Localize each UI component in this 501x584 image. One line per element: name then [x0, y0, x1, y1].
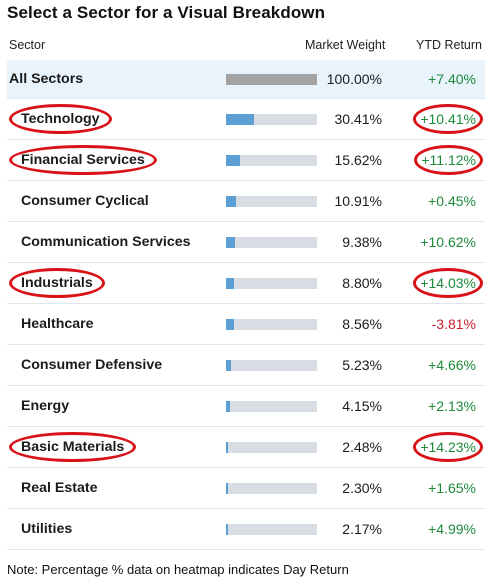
weight-bar-fill — [226, 278, 234, 289]
weight-bar — [226, 524, 317, 535]
weight-bar-fill — [226, 114, 254, 125]
sector-name: Real Estate — [21, 480, 98, 496]
weight-bar-fill — [226, 319, 234, 330]
market-weight-value: 2.30% — [342, 480, 382, 496]
ytd-return-value: +14.03% — [420, 275, 476, 291]
sector-name: Technology — [21, 111, 100, 127]
column-header-sector[interactable]: Sector — [9, 38, 46, 52]
sector-row-all-sectors[interactable]: All Sectors 100.00% +7.40% — [7, 60, 485, 99]
weight-bar-fill — [226, 74, 317, 85]
sector-row-industrials[interactable]: Industrials 8.80% +14.03% — [7, 263, 485, 304]
weight-bar — [226, 278, 317, 289]
ytd-return-value: +10.41% — [420, 111, 476, 127]
market-weight-value: 2.48% — [342, 439, 382, 455]
sector-row-communication-services[interactable]: Communication Services 9.38% +10.62% — [7, 222, 485, 263]
sector-row-healthcare[interactable]: Healthcare 8.56% -3.81% — [7, 304, 485, 345]
sector-row-basic-materials[interactable]: Basic Materials 2.48% +14.23% — [7, 427, 485, 468]
market-weight-value: 4.15% — [342, 398, 382, 414]
market-weight-value: 8.56% — [342, 316, 382, 332]
sector-row-real-estate[interactable]: Real Estate 2.30% +1.65% — [7, 468, 485, 509]
ytd-return-value: +7.40% — [428, 71, 476, 87]
weight-bar — [226, 319, 317, 330]
column-header-market-weight[interactable]: Market Weight — [305, 38, 386, 52]
market-weight-value: 30.41% — [334, 111, 382, 127]
sector-name: Energy — [21, 398, 70, 414]
ytd-return-value: +14.23% — [420, 439, 476, 455]
weight-bar — [226, 442, 317, 453]
sector-row-utilities[interactable]: Utilities 2.17% +4.99% — [7, 509, 485, 550]
weight-bar — [226, 483, 317, 494]
footnote: Note: Percentage % data on heatmap indic… — [7, 562, 349, 577]
market-weight-value: 5.23% — [342, 357, 382, 373]
sector-name: All Sectors — [9, 71, 84, 87]
table-header: Sector Market Weight YTD Return — [0, 38, 501, 58]
sector-name: Consumer Cyclical — [21, 193, 149, 209]
market-weight-value: 10.91% — [334, 193, 382, 209]
ytd-return-value: +2.13% — [428, 398, 476, 414]
ytd-return-value: +1.65% — [428, 480, 476, 496]
weight-bar-fill — [226, 237, 235, 248]
sector-row-energy[interactable]: Energy 4.15% +2.13% — [7, 386, 485, 427]
sector-name: Basic Materials — [21, 439, 125, 455]
sector-row-consumer-defensive[interactable]: Consumer Defensive 5.23% +4.66% — [7, 345, 485, 386]
ytd-return-value: +11.12% — [421, 152, 476, 168]
sector-name: Consumer Defensive — [21, 357, 163, 373]
sector-row-financial-services[interactable]: Financial Services 15.62% +11.12% — [7, 140, 485, 181]
weight-bar — [226, 114, 317, 125]
weight-bar-fill — [226, 155, 241, 166]
weight-bar — [226, 237, 317, 248]
market-weight-value: 15.62% — [334, 152, 382, 168]
sector-name: Communication Services — [21, 234, 191, 250]
sector-row-technology[interactable]: Technology 30.41% +10.41% — [7, 99, 485, 140]
weight-bar — [226, 196, 317, 207]
weight-bar-fill — [226, 483, 229, 494]
weight-bar-fill — [226, 442, 229, 453]
market-weight-value: 2.17% — [342, 521, 382, 537]
sector-row-consumer-cyclical[interactable]: Consumer Cyclical 10.91% +0.45% — [7, 181, 485, 222]
market-weight-value: 8.80% — [342, 275, 382, 291]
market-weight-value: 9.38% — [342, 234, 382, 250]
page-title: Select a Sector for a Visual Breakdown — [7, 3, 326, 22]
sector-name: Utilities — [21, 521, 73, 537]
weight-bar — [226, 155, 317, 166]
weight-bar — [226, 401, 317, 412]
weight-bar-fill — [226, 524, 228, 535]
ytd-return-value: -3.81% — [431, 316, 476, 332]
sector-table: All Sectors 100.00% +7.40% Technology 30.41%… — [7, 60, 485, 550]
weight-bar-fill — [226, 401, 230, 412]
weight-bar-fill — [226, 360, 231, 371]
weight-bar — [226, 74, 317, 85]
ytd-return-value: +10.62% — [420, 234, 476, 250]
weight-bar — [226, 360, 317, 371]
column-header-ytd-return[interactable]: YTD Return — [416, 38, 482, 52]
sector-name: Industrials — [21, 275, 93, 291]
sector-name: Financial Services — [21, 152, 145, 168]
weight-bar-fill — [226, 196, 236, 207]
market-weight-value: 100.00% — [326, 71, 382, 87]
ytd-return-value: +4.99% — [428, 521, 476, 537]
ytd-return-value: +0.45% — [428, 193, 476, 209]
sector-name: Healthcare — [21, 316, 94, 332]
ytd-return-value: +4.66% — [428, 357, 476, 373]
